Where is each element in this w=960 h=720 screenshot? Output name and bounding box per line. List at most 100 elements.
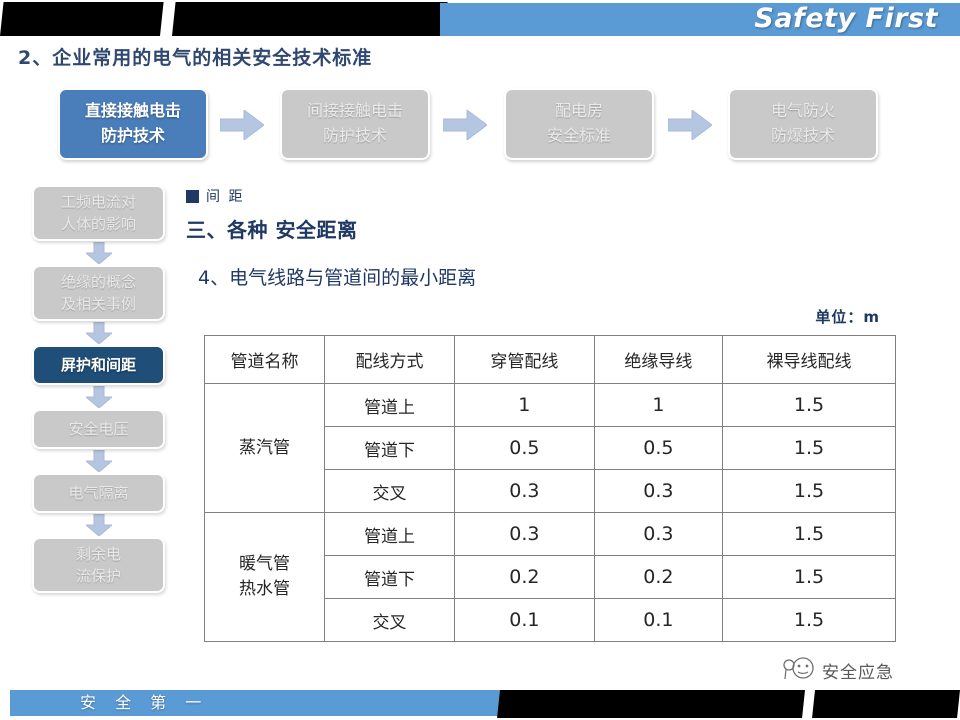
unit-label: 单位：m — [815, 308, 880, 326]
table-cell-group-name-1: 蒸汽管 — [203, 383, 326, 513]
sidebar-item-6-line1: 剩余电 — [75, 544, 121, 563]
person-face-icon — [782, 655, 816, 685]
table-row: 管道下 0.2 0.2 1.5 — [205, 555, 896, 599]
table-col-bare-wire: 裸导线配线 — [722, 335, 896, 384]
table-col-wiring-method: 配线方式 — [324, 335, 455, 384]
page-title: 2、企业常用的电气的相关安全技术标准 — [18, 47, 373, 69]
header-blue-bar — [440, 3, 960, 36]
sidebar-item-safe-voltage[interactable]: 安全电压 — [32, 409, 165, 449]
flow-arrow-3-icon — [668, 110, 712, 140]
table-cell-value: 1 — [453, 383, 595, 427]
flow-step-4[interactable]: 电气防火 防爆技术 — [728, 88, 878, 160]
table-cell-method: 交叉 — [324, 469, 455, 513]
sidebar-item-1-wrap: 工频电流对 人体的影响 — [32, 185, 172, 241]
table-cell-value: 0.3 — [453, 512, 595, 556]
flow-step-4-line2: 防爆技术 — [770, 126, 835, 145]
sidebar-item-insulation-concept[interactable]: 绝缘的概念 及相关事例 — [32, 265, 165, 321]
flow-step-2-line1: 间接接触电击 — [306, 101, 403, 121]
subsection-heading: 4、电气线路与管道间的最小距离 — [198, 267, 477, 289]
watermark: 安全应急 — [782, 655, 894, 685]
sidebar-flowchart: 工频电流对 人体的影响 绝缘的概念 及相关事例 屏护和间距 安全电压 电气隔离 — [32, 185, 172, 593]
table-cell-value: 1 — [593, 383, 724, 427]
table-cell-value: 0.1 — [593, 598, 724, 642]
footer-label: 安 全 第 一 — [80, 693, 209, 712]
sidebar-item-electrical-isolation[interactable]: 电气隔离 — [32, 473, 165, 513]
sidebar-item-shielding-spacing[interactable]: 屏护和间距 — [32, 345, 165, 385]
table-cell-method: 管道上 — [324, 383, 455, 427]
sidebar-item-3-wrap: 屏护和间距 — [32, 345, 172, 385]
table-cell-group-name-2: 暖气管 热水管 — [203, 512, 326, 642]
table-cell-value: 0.3 — [593, 469, 724, 513]
table-cell-value: 0.1 — [453, 598, 595, 642]
page-header: Safety First — [0, 0, 960, 38]
group-name-line1: 暖气管 — [239, 554, 291, 575]
brand-title: Safety First — [754, 3, 938, 34]
watermark-label: 安全应急 — [822, 662, 894, 683]
table-cell-value: 0.3 — [593, 512, 724, 556]
footer-black-bar-mid — [497, 690, 805, 718]
footer-black-bar-right — [812, 690, 960, 718]
top-flowchart: 直接接触电击 防护技术 间接接触电击 防护技术 配电房 安全标准 电气防火 防爆… — [58, 88, 938, 164]
sidebar-item-2-line2: 及相关事例 — [60, 295, 136, 313]
table-cell-value: 0.5 — [453, 426, 595, 470]
page-footer: 安 全 第 一 — [0, 688, 960, 720]
minimum-distance-table: 管道名称 配线方式 穿管配线 绝缘导线 裸导线配线 蒸汽管 管道上 1 1 1.… — [203, 335, 896, 642]
sidebar-item-residual-current-protection[interactable]: 剩余电 流保护 — [32, 537, 165, 593]
sidebar-item-5-wrap: 电气隔离 — [32, 473, 172, 513]
table-cell-value: 0.2 — [593, 555, 724, 599]
flow-arrow-1-icon — [220, 110, 264, 140]
main-content: 间 距 三、各种 安全距离 4、电气线路与管道间的最小距离 单位：m 管道名称 … — [186, 186, 942, 642]
flow-step-3-line2: 安全标准 — [546, 126, 611, 145]
sidebar-arrow-4-icon — [32, 449, 165, 473]
table-cell-value: 0.5 — [593, 426, 724, 470]
sidebar-item-4-line1: 安全电压 — [68, 419, 129, 438]
sidebar-item-frequency-current[interactable]: 工频电流对 人体的影响 — [32, 185, 165, 241]
table-row: 交叉 0.3 0.3 1.5 — [205, 469, 896, 513]
table-row: 暖气管 热水管 管道上 0.3 0.3 1.5 — [203, 512, 896, 642]
bullet-square-icon — [186, 189, 199, 203]
flow-step-2[interactable]: 间接接触电击 防护技术 — [280, 88, 430, 160]
sidebar-item-2-line1: 绝缘的概念 — [60, 272, 136, 291]
flow-step-1-line1: 直接接触电击 — [84, 101, 181, 121]
table-col-insulated-wire: 绝缘导线 — [593, 335, 724, 384]
table-cell-value: 1.5 — [722, 598, 896, 642]
sidebar-item-2-wrap: 绝缘的概念 及相关事例 — [32, 265, 172, 321]
section-heading: 三、各种 安全距离 — [186, 218, 358, 242]
header-black-bar-mid — [172, 2, 448, 36]
table-cell-value: 1.5 — [722, 426, 896, 470]
bullet-row: 间 距 — [186, 186, 942, 206]
flow-step-3[interactable]: 配电房 安全标准 — [504, 88, 654, 160]
table-cell-value: 0.3 — [453, 469, 595, 513]
flow-step-2-line2: 防护技术 — [322, 126, 387, 145]
table-cell-value: 1.5 — [722, 555, 896, 599]
table-cell-method: 管道下 — [324, 426, 455, 470]
sidebar-item-3-line1: 屏护和间距 — [60, 355, 136, 374]
flow-step-1[interactable]: 直接接触电击 防护技术 — [58, 88, 208, 160]
table-cell-value: 0.2 — [453, 555, 595, 599]
table-cell-method: 交叉 — [324, 598, 455, 642]
sidebar-item-4-wrap: 安全电压 — [32, 409, 172, 449]
flow-step-1-line2: 防护技术 — [100, 126, 165, 145]
group-name-line2: 热水管 — [239, 579, 291, 599]
table-col-pipe-name: 管道名称 — [203, 335, 326, 384]
table-cell-value: 1.5 — [722, 469, 896, 513]
sidebar-arrow-2-icon — [32, 321, 165, 345]
footer-blue-bar — [10, 690, 500, 716]
table-row: 交叉 0.1 0.1 1.5 — [205, 598, 896, 642]
header-black-bar-left — [0, 2, 164, 36]
flow-arrow-2-icon — [443, 110, 487, 140]
table-header-row: 管道名称 配线方式 穿管配线 绝缘导线 裸导线配线 — [203, 335, 896, 384]
table-cell-value: 1.5 — [722, 512, 896, 556]
table-cell-method: 管道下 — [324, 555, 455, 599]
sidebar-item-5-line1: 电气隔离 — [68, 483, 129, 502]
table-cell-method: 管道上 — [324, 512, 455, 556]
sidebar-item-6-line2: 流保护 — [75, 567, 121, 585]
table-col-conduit-wiring: 穿管配线 — [453, 335, 595, 384]
sidebar-arrow-3-icon — [32, 385, 165, 409]
table-row: 蒸汽管 管道上 1 1 1.5 — [203, 383, 896, 513]
table-row: 管道下 0.5 0.5 1.5 — [205, 426, 896, 470]
sidebar-item-6-wrap: 剩余电 流保护 — [32, 537, 172, 593]
sidebar-item-1-line1: 工频电流对 — [60, 192, 136, 211]
sidebar-item-1-line2: 人体的影响 — [60, 215, 136, 233]
sidebar-arrow-1-icon — [32, 241, 165, 265]
